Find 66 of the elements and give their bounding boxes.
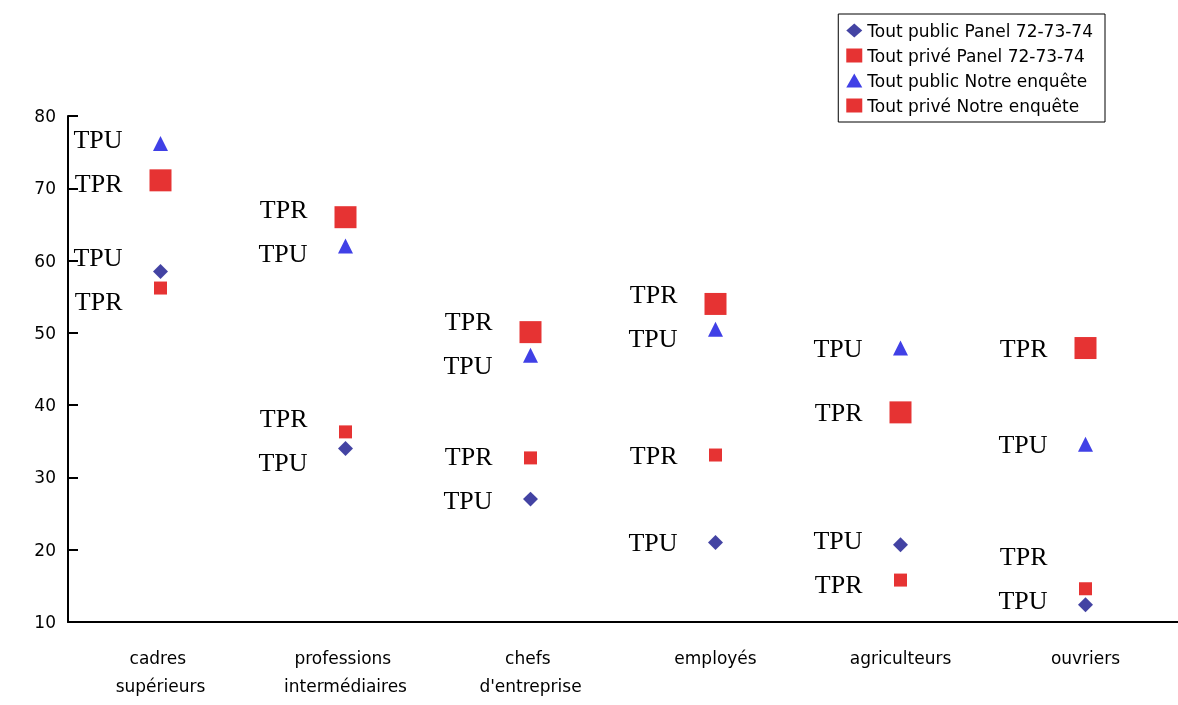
annotation: TPU [258,239,308,269]
annotation: TPR [259,403,309,433]
y-tick-label: 50 [34,322,56,343]
point [704,292,727,315]
point [889,401,912,424]
point [1074,337,1097,360]
point [1078,597,1093,613]
legend-label: Tout privé Panel 72-73-74 [866,45,1085,66]
point [153,263,168,279]
x-tick-label: agriculteurs [849,648,952,668]
annotation: TPU [628,324,678,354]
x-tick-label: employés [674,648,757,668]
y-tick-label: 30 [34,467,56,488]
point [338,441,353,456]
x-tick-label: ouvriers [1050,648,1121,668]
annotation: TPU [443,351,493,381]
point [339,425,352,439]
annotation: TPR [629,280,679,310]
annotation: TPR [814,569,864,599]
point [893,340,908,356]
point [524,451,537,465]
annotation: TPU [998,585,1048,615]
y-tick-label: 60 [34,250,56,271]
point [523,347,538,363]
point [893,537,908,553]
point [1079,582,1092,596]
point [894,573,907,587]
point [149,169,172,192]
point [338,238,353,254]
point [334,206,357,229]
y-tick-label: 20 [34,539,56,560]
x-tick-label: cadres supérieurs [115,648,206,696]
annotation: TPR [444,442,494,472]
annotation: TPU [73,125,123,155]
y-tick-label: 10 [34,612,56,632]
x-tick-label: professions intermédiaires [284,648,408,696]
annotation: TPR [74,287,124,317]
y-tick-label: 70 [34,178,56,199]
annotation: TPU [998,429,1048,459]
point [708,535,723,550]
annotation: TPU [628,527,678,557]
annotation: TPR [74,169,124,199]
point [519,321,542,344]
annotation: TPR [999,541,1049,571]
point [709,448,722,462]
point [708,321,723,337]
annotation: TPU [258,447,308,477]
legend-label: Tout public Panel 72-73-74 [866,20,1094,41]
annotation: TPU [443,486,493,516]
annotation: TPU [73,243,123,273]
point [154,281,167,295]
annotation: TPU [813,333,863,363]
point [1078,436,1093,452]
annotation: TPR [259,195,309,225]
legend-label: Tout privé Notre enquête [866,95,1080,116]
legend-label: Tout public Notre enquête [866,70,1088,91]
annotation: TPU [813,525,863,555]
annotation: TPR [999,333,1049,363]
annotation: TPR [629,440,679,470]
point [153,135,168,151]
point [523,491,538,507]
y-tick-label: 40 [34,395,56,416]
x-tick-label: chefs d'entreprise [479,648,582,696]
annotation: TPR [814,397,864,427]
annotation: TPR [444,307,494,337]
y-tick-label: 80 [34,106,56,126]
